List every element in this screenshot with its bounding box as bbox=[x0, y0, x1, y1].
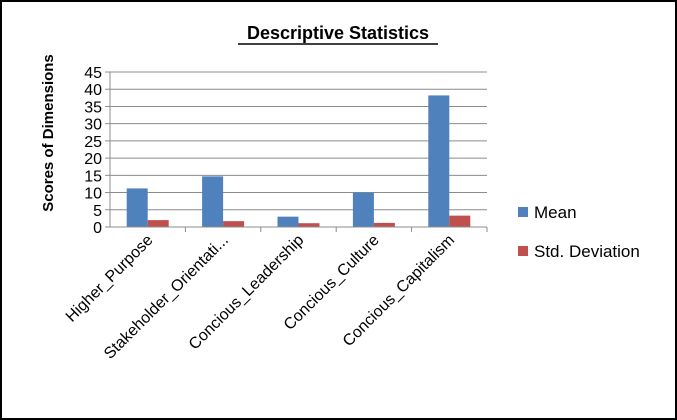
legend-label: Mean bbox=[534, 203, 577, 222]
y-tick-label: 35 bbox=[84, 99, 102, 116]
y-tick-label: 10 bbox=[84, 186, 102, 203]
bar-std-deviation bbox=[298, 223, 320, 227]
y-tick-label: 20 bbox=[84, 151, 102, 168]
x-tick-labels: Higher_PurposeStakeholder_Orientati...Co… bbox=[63, 232, 458, 363]
legend-label: Std. Deviation bbox=[534, 242, 640, 261]
y-tick-label: 15 bbox=[84, 168, 102, 185]
bar-mean bbox=[352, 192, 374, 227]
bar-std-deviation bbox=[223, 221, 245, 227]
y-tick-label: 5 bbox=[93, 203, 102, 220]
y-tick-label: 40 bbox=[84, 82, 102, 99]
chart-title: Descriptive Statistics bbox=[247, 23, 429, 43]
bar-std-deviation bbox=[373, 222, 395, 227]
chart-title-group: Descriptive Statistics bbox=[238, 23, 438, 45]
y-tick-label: 30 bbox=[84, 117, 102, 134]
bar-std-deviation bbox=[147, 220, 169, 227]
bar-mean bbox=[202, 176, 224, 227]
x-tick-label: Stakeholder_Orientati... bbox=[101, 232, 232, 363]
bar-mean bbox=[126, 188, 148, 227]
bars bbox=[126, 95, 471, 227]
legend-swatch bbox=[518, 207, 528, 217]
y-tick-label: 25 bbox=[84, 134, 102, 151]
bar-mean bbox=[428, 95, 450, 227]
axes bbox=[109, 72, 488, 232]
legend-swatch bbox=[518, 246, 528, 256]
y-tick-label: 45 bbox=[84, 65, 102, 82]
bar-std-deviation bbox=[449, 215, 471, 227]
bar-mean bbox=[277, 216, 299, 227]
y-tick-label: 0 bbox=[93, 220, 102, 237]
legend: Mean Std. Deviation bbox=[518, 203, 640, 261]
y-axis-label: Scores of Dimensions bbox=[40, 54, 57, 212]
gridlines bbox=[105, 71, 487, 228]
